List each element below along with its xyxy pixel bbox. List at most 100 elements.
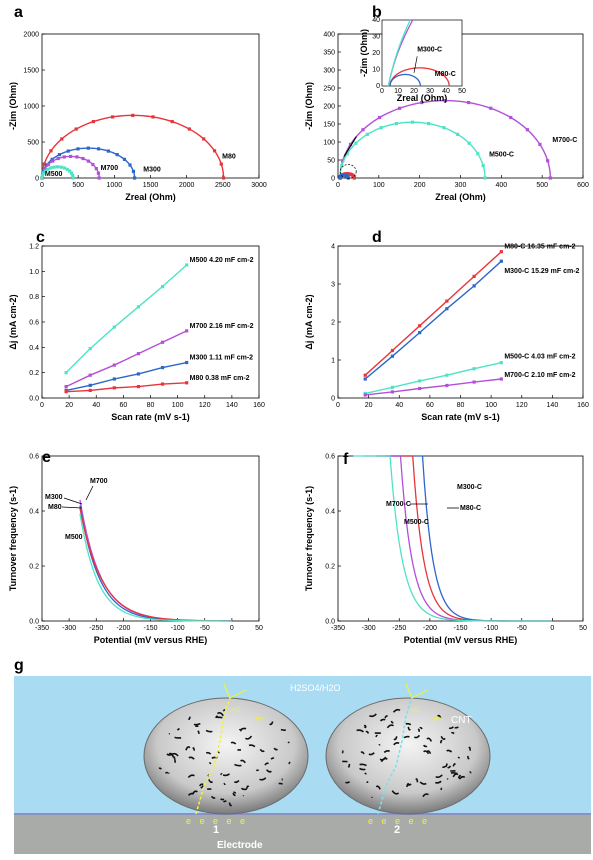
x-tick-label: 0 [40,182,44,189]
data-point [546,159,550,163]
data-point [481,163,485,168]
cnt-strand [434,780,442,784]
data-point [40,176,44,180]
y-tick-label: 3 [331,282,335,289]
cnt-strand [379,718,386,722]
inset-x-tick-label: 40 [442,88,450,95]
y-tick-label: 100 [323,140,335,147]
data-point [43,167,47,171]
data-point [66,149,70,153]
cnt-strand [187,774,195,779]
y-axis-label: Turnover frequency (s-1) [8,486,18,591]
cnt-label: CNT [451,715,472,726]
cnt-strand [240,727,247,731]
cnt-strand [360,751,365,755]
data-point [420,100,424,105]
x-tick-label: -300 [362,625,376,632]
data-point [361,128,365,132]
y-tick-label: 0.2 [29,564,39,571]
electrons-1: e e e e e [186,816,248,826]
x-tick-label: -300 [62,625,76,632]
data-point [71,176,75,180]
data-point [445,299,449,303]
data-point [132,176,137,180]
data-point [151,115,155,119]
data-point [62,166,66,170]
data-point [185,329,189,333]
inset-arc [389,67,450,87]
data-point [445,307,449,311]
data-point [476,152,480,156]
inset-y-tick-label: 40 [372,17,380,24]
cnt-strand [422,793,429,798]
x-tick-label: 100 [485,402,497,409]
data-point [122,157,127,161]
cnt-strand [393,736,398,741]
data-point [160,382,165,386]
data-point [94,167,98,171]
series-line-M500-C 4.03 mF cm-2 [365,361,502,395]
data-point [499,259,503,263]
data-point [548,176,552,180]
x-tick-label: 2000 [179,182,195,189]
series-label: M80 0.38 mF cm-2 [190,375,250,382]
x-tick-label: 400 [495,182,507,189]
data-point [160,366,165,370]
cnt-strand [232,792,237,797]
data-point [185,381,189,385]
data-point [131,113,135,117]
electrode-region [14,814,591,854]
cnt-strand [197,730,200,735]
x-axis-label: Scan rate (mV s-1) [111,412,190,422]
data-point [131,169,136,173]
cnt-strand [193,722,201,726]
cnt-strand [187,792,195,796]
x-tick-label: 60 [119,402,127,409]
x-tick-label: 0 [40,402,44,409]
chart-c: 0 20 40 60 80 100 120 140 160 0.0 0.2 0.4 0.6 0.8 1.0 1… [8,229,265,422]
data-point [76,147,80,151]
x-tick-label: -150 [143,625,157,632]
cnt-strand [437,714,442,719]
data-point [60,137,64,141]
cnt-strand [259,748,265,753]
series-line-M300-C [385,455,552,622]
y-tick-label: 0.6 [325,454,335,461]
cnt-strand [390,720,394,724]
series-line-M300-C 15.29 mF cm-2 [364,260,502,380]
data-point [352,176,356,180]
cnt-strand [457,756,461,759]
y-axis-label: Turnover frequency (s-1) [304,486,314,591]
data-point [112,377,116,381]
data-point [363,373,367,377]
particle-body [325,697,491,815]
x-tick-label: 160 [253,402,265,409]
y-tick-label: 1.2 [29,244,39,251]
data-point [46,167,50,171]
panel-label-d: d [372,229,382,246]
cnt-strand [210,795,216,799]
x-tick-label: 300 [455,182,467,189]
y-tick-label: 50 [327,158,335,165]
cnt-strand [368,752,375,756]
cnt-strand [457,774,462,779]
x-tick-label: -100 [171,625,185,632]
data-point [379,126,383,130]
series-label: M80-C [460,505,481,512]
series-label: M300-C 15.29 mF cm-2 [504,268,579,275]
series-label: M300-C [457,484,482,491]
cnt-strand [415,778,419,783]
data-point [390,390,395,394]
y-tick-label: 2 [331,320,335,327]
data-point [75,155,79,159]
cnt-strand [223,782,226,785]
cnt-strand [232,791,237,794]
cnt-strand [363,724,367,728]
data-point [525,128,529,132]
data-point [354,141,358,145]
data-point [397,106,402,110]
data-point [363,377,367,381]
cnt-strand [422,744,428,748]
x-tick-label: -250 [89,625,103,632]
data-point [185,263,189,267]
